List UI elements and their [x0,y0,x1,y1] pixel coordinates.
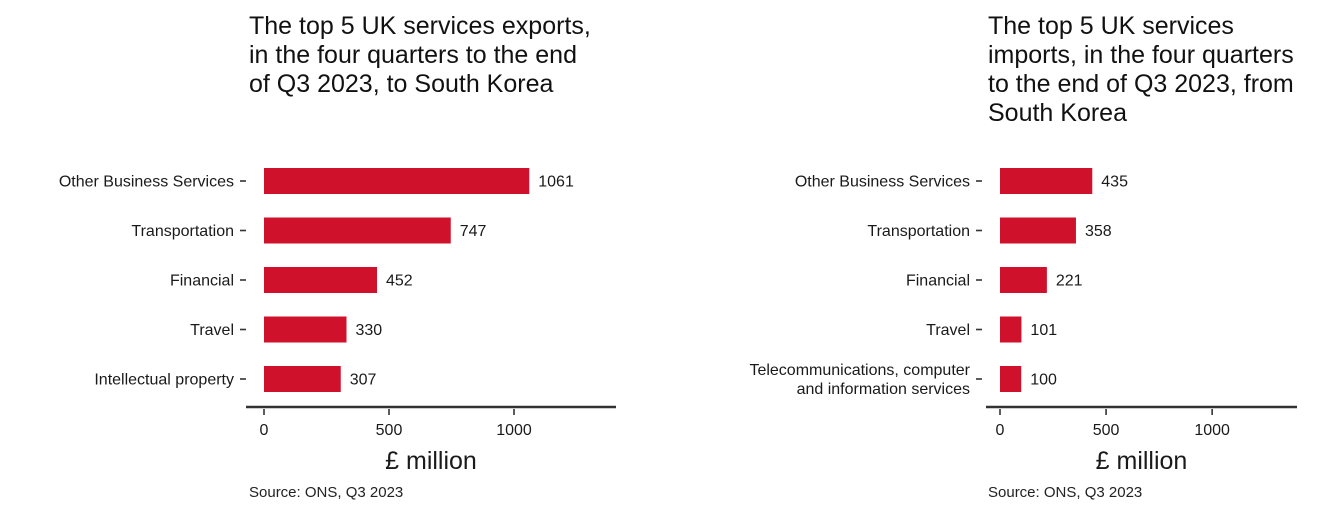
bar-value-label: 1061 [538,174,574,191]
bar-value-label: 435 [1101,174,1128,191]
x-tick-label: 500 [1093,422,1120,439]
x-tick-label: 0 [996,422,1005,439]
source-note: Source: ONS, Q3 2023 [249,484,404,501]
bar [264,316,347,343]
bar-value-label: 307 [350,372,377,389]
source-note: Source: ONS, Q3 2023 [988,484,1143,501]
x-tick-label: 0 [260,422,269,439]
bar [1000,316,1022,343]
x-tick-label: 1000 [1194,422,1230,439]
x-axis-title: £ million [385,447,477,475]
bar-value-label: 330 [356,322,383,339]
category-label: Financial [170,273,234,290]
exports-bar-chart: Other Business Services 1061 Transportatio… [59,168,616,475]
category-label: Financial [906,273,970,290]
bar-value-label: 221 [1056,273,1083,290]
category-label: Other Business Services [795,174,970,191]
imports-bar-chart: Other Business Services 435 Transportation… [749,168,1297,475]
x-tick-label: 500 [376,422,403,439]
bar [1000,267,1047,293]
bar [1000,217,1076,244]
bar [264,168,530,194]
bar-value-label: 100 [1030,372,1057,389]
category-label: Transportation [131,223,234,240]
x-tick-label: 1000 [496,422,532,439]
bar [1000,366,1022,392]
category-label: Intellectual property [94,372,234,389]
chart-title: The top 5 UK services imports, in the fo… [988,12,1294,127]
category-label: Telecommunications, computer and informat… [749,362,970,398]
category-label: Transportation [867,223,970,240]
chart-title: The top 5 UK services exports, in the fo… [249,12,591,98]
bar [1000,168,1093,194]
x-axis-title: £ million [1096,447,1188,475]
bar-value-label: 358 [1085,223,1112,240]
bar-value-label: 747 [460,223,487,240]
bar [264,217,451,244]
category-label: Other Business Services [59,174,234,191]
category-label: Travel [190,322,234,339]
bar-value-label: 452 [386,273,413,290]
bar [264,366,341,392]
category-label: Travel [926,322,970,339]
imports-chart-panel: The top 5 UK services imports, in the fo… [660,0,1327,507]
bar [264,267,377,293]
bar-value-label: 101 [1030,322,1057,339]
exports-chart-panel: The top 5 UK services exports, in the fo… [0,0,660,507]
